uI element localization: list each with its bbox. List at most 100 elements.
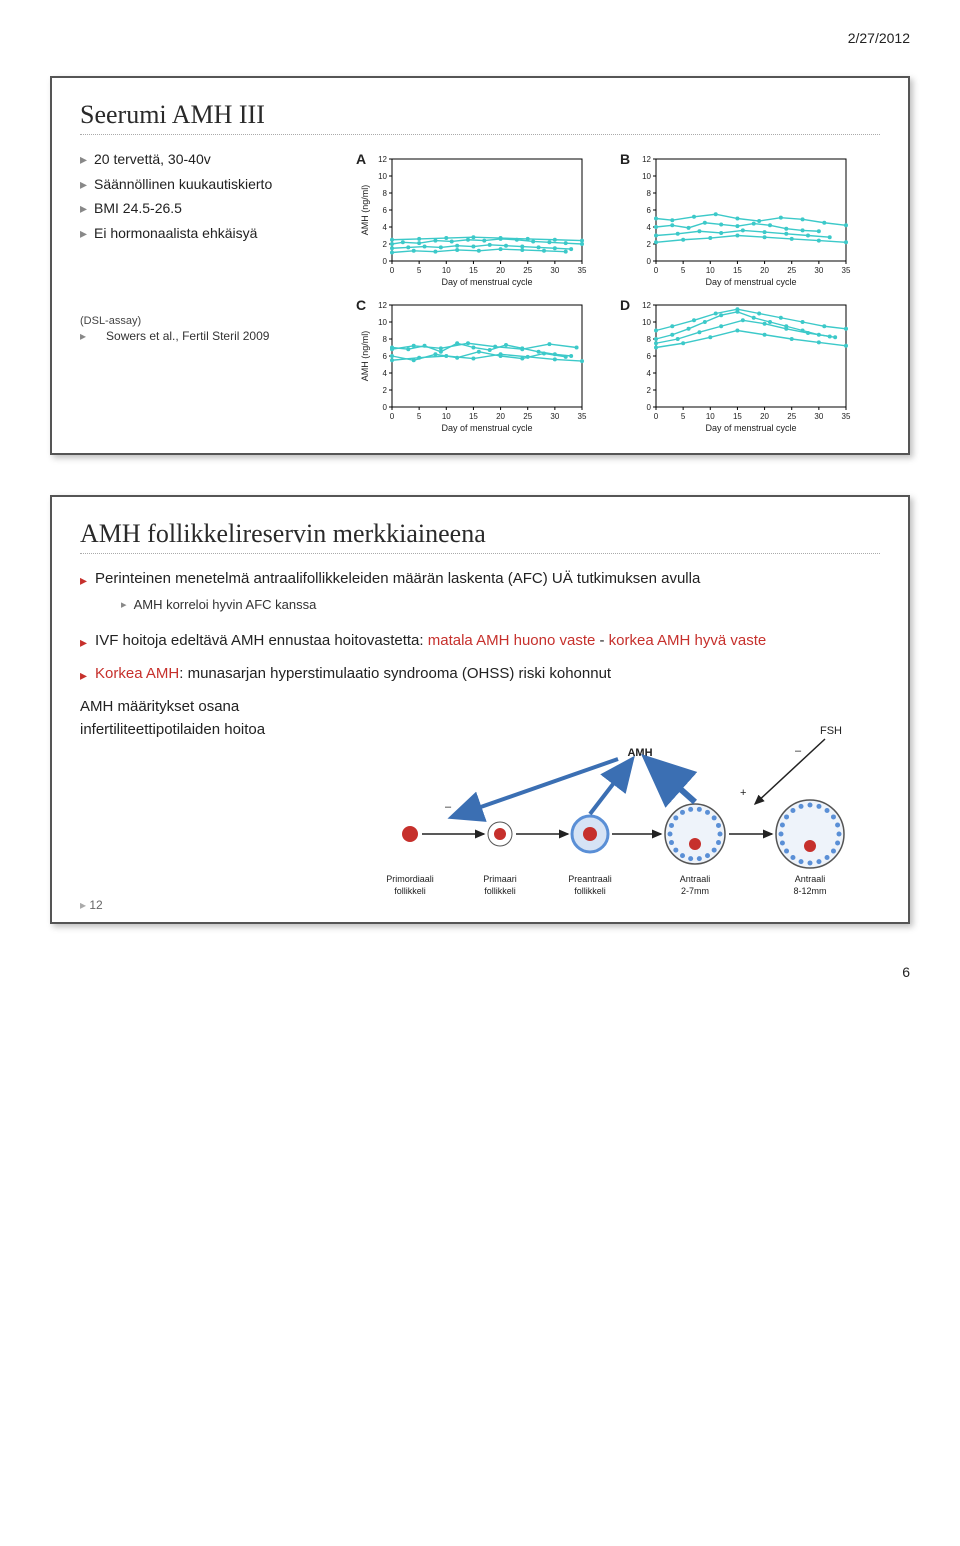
panel-label: B <box>620 151 630 167</box>
svg-text:0: 0 <box>654 412 659 421</box>
svg-text:6: 6 <box>647 206 652 215</box>
svg-text:8: 8 <box>383 335 388 344</box>
svg-text:20: 20 <box>760 412 769 421</box>
follicle-diagram: AMH – FSH – + Primordiaali follikkeli Primaari f… <box>360 704 880 904</box>
svg-text:2: 2 <box>647 240 652 249</box>
chart-grid: A05101520253035024681012Day of menstrual… <box>358 149 880 435</box>
svg-text:0: 0 <box>390 412 395 421</box>
svg-text:4: 4 <box>647 223 652 232</box>
svg-text:15: 15 <box>733 412 742 421</box>
svg-text:8: 8 <box>647 335 652 344</box>
svg-text:15: 15 <box>469 412 478 421</box>
svg-text:20: 20 <box>496 412 505 421</box>
svg-text:8: 8 <box>647 189 652 198</box>
svg-text:10: 10 <box>378 172 387 181</box>
svg-text:0: 0 <box>654 266 659 275</box>
svg-text:–: – <box>795 745 802 757</box>
bullet-arrow-icon: ▸ <box>80 665 87 686</box>
svg-text:25: 25 <box>523 266 532 275</box>
slide-2: AMH follikkelireservin merkkiaineena ▸Pe… <box>50 495 910 924</box>
svg-text:30: 30 <box>814 266 823 275</box>
svg-text:30: 30 <box>814 412 823 421</box>
svg-text:15: 15 <box>469 266 478 275</box>
slide-1: Seerumi AMH III 20 tervettä, 30-40vSäänn… <box>50 76 910 455</box>
svg-text:follikkeli: follikkeli <box>394 886 426 896</box>
chart-panel-A: A05101520253035024681012Day of menstrual… <box>358 149 616 289</box>
bullet-text: Perinteinen menetelmä antraalifollikkele… <box>95 568 700 620</box>
chart-panel-B: B05101520253035024681012Day of menstrual… <box>622 149 880 289</box>
svg-text:20: 20 <box>760 266 769 275</box>
svg-text:12: 12 <box>378 155 387 164</box>
svg-text:35: 35 <box>842 412 851 421</box>
svg-text:10: 10 <box>642 172 651 181</box>
svg-text:5: 5 <box>681 266 686 275</box>
svg-text:0: 0 <box>647 403 652 412</box>
sub-bullet-text: AMH korreloi hyvin AFC kanssa <box>134 595 317 615</box>
panel-label: C <box>356 297 366 313</box>
svg-text:12: 12 <box>642 155 651 164</box>
svg-text:4: 4 <box>647 369 652 378</box>
svg-text:6: 6 <box>383 206 388 215</box>
svg-text:8-12mm: 8-12mm <box>793 886 826 896</box>
chart-panel-C: C05101520253035024681012Day of menstrual… <box>358 295 616 435</box>
svg-text:2-7mm: 2-7mm <box>681 886 709 896</box>
svg-text:0: 0 <box>383 403 388 412</box>
bullet-text: Korkea AMH: munasarjan hyperstimulaatio … <box>95 663 611 686</box>
svg-text:AMH (ng/ml): AMH (ng/ml) <box>360 331 370 382</box>
slide2-page-no: 12 <box>80 898 103 912</box>
svg-text:30: 30 <box>550 266 559 275</box>
svg-text:8: 8 <box>383 189 388 198</box>
svg-text:10: 10 <box>642 318 651 327</box>
svg-text:10: 10 <box>706 266 715 275</box>
svg-text:35: 35 <box>578 266 587 275</box>
svg-text:2: 2 <box>383 386 388 395</box>
slide1-bullet-item: BMI 24.5-26.5 <box>80 198 340 220</box>
svg-text:5: 5 <box>417 412 422 421</box>
svg-text:10: 10 <box>442 266 451 275</box>
svg-text:Day of menstrual cycle: Day of menstrual cycle <box>705 277 796 287</box>
svg-text:6: 6 <box>647 352 652 361</box>
svg-text:0: 0 <box>390 266 395 275</box>
svg-text:4: 4 <box>383 223 388 232</box>
svg-text:+: + <box>740 787 746 799</box>
svg-text:20: 20 <box>496 266 505 275</box>
sub-arrow-icon: ▸ <box>121 597 127 615</box>
slide2-bottom-text: AMH määritykset osana infertiliteettipot… <box>80 696 320 741</box>
slide1-footnote: (DSL-assay) <box>80 315 340 327</box>
svg-text:12: 12 <box>642 301 651 310</box>
svg-text:Day of menstrual cycle: Day of menstrual cycle <box>441 423 532 433</box>
slide2-title: AMH follikkelireservin merkkiaineena <box>80 519 880 554</box>
svg-text:5: 5 <box>417 266 422 275</box>
sub-bullet-item: ▸ AMH korreloi hyvin AFC kanssa <box>121 595 700 615</box>
svg-text:15: 15 <box>733 266 742 275</box>
footer-page-no: 6 <box>50 964 910 980</box>
slide1-bullet-item: 20 tervettä, 30-40v <box>80 149 340 171</box>
svg-text:35: 35 <box>578 412 587 421</box>
svg-text:25: 25 <box>523 412 532 421</box>
bullet-arrow-icon: ▸ <box>80 570 87 591</box>
svg-text:10: 10 <box>378 318 387 327</box>
svg-text:0: 0 <box>647 257 652 266</box>
svg-text:follikkeli: follikkeli <box>574 886 606 896</box>
svg-text:AMH (ng/ml): AMH (ng/ml) <box>360 185 370 236</box>
svg-text:4: 4 <box>383 369 388 378</box>
svg-text:25: 25 <box>787 412 796 421</box>
svg-text:Primaari: Primaari <box>483 874 517 884</box>
panel-label: D <box>620 297 630 313</box>
svg-text:Primordiaali: Primordiaali <box>386 874 434 884</box>
svg-text:0: 0 <box>383 257 388 266</box>
bullet-text: IVF hoitoja edeltävä AMH ennustaa hoitov… <box>95 630 766 653</box>
page-date: 2/27/2012 <box>50 30 910 46</box>
svg-text:10: 10 <box>706 412 715 421</box>
svg-text:AMH: AMH <box>627 747 652 759</box>
svg-text:Day of menstrual cycle: Day of menstrual cycle <box>705 423 796 433</box>
svg-text:–: – <box>445 801 452 813</box>
svg-text:5: 5 <box>681 412 686 421</box>
svg-text:follikkeli: follikkeli <box>484 886 516 896</box>
bullet-arrow-icon: ▸ <box>80 632 87 653</box>
svg-text:FSH: FSH <box>820 725 842 737</box>
svg-text:Preantraali: Preantraali <box>568 874 612 884</box>
slide2-bullets: ▸Perinteinen menetelmä antraalifollikkel… <box>80 568 880 686</box>
chart-panel-D: D05101520253035024681012Day of menstrual… <box>622 295 880 435</box>
slide1-title: Seerumi AMH III <box>80 100 880 135</box>
